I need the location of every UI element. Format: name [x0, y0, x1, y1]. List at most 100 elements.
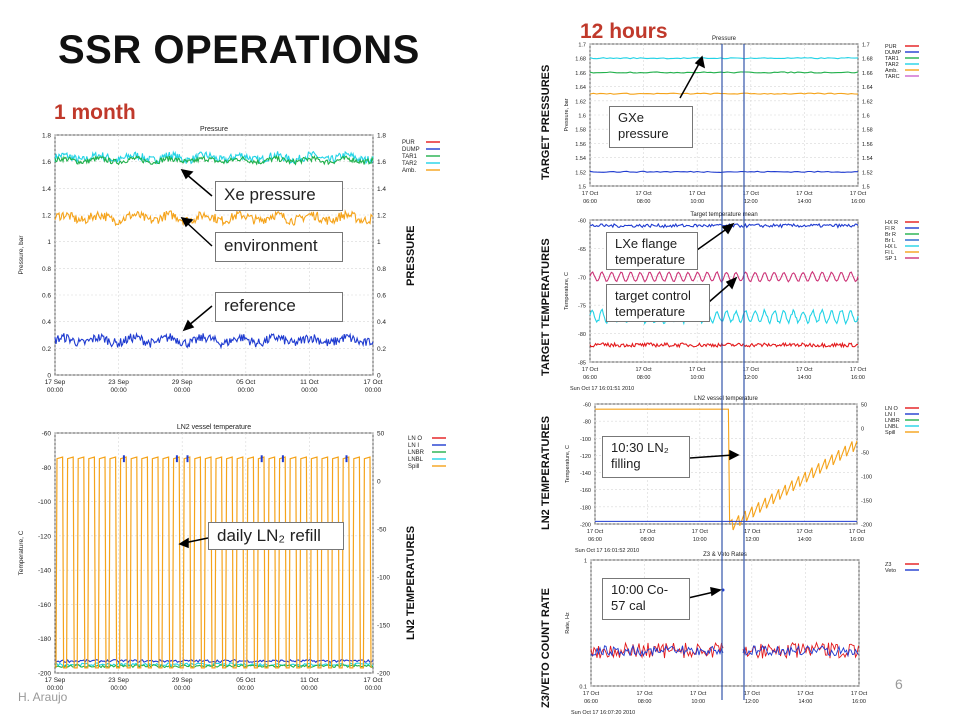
series-dump [54, 331, 374, 350]
x-tick-label: 12:00 [745, 699, 759, 705]
x-tick-label: 17 Oct [363, 379, 382, 386]
y-tick-label: 0.1 [579, 685, 587, 691]
y-tick-label: 1.66 [575, 71, 586, 77]
reference-callout: reference [215, 292, 343, 322]
y-tick-label: -180 [38, 636, 51, 643]
environment-callout: environment [215, 232, 343, 262]
x-tick-label: 14:00 [798, 199, 812, 205]
x-tick-label: 17 Oct [583, 691, 600, 697]
y2-tick-label: -200 [377, 671, 390, 678]
z3-veto-count-rate-label: Z3/VETO COUNT RATE [540, 588, 552, 708]
x-tick-label: 16:00 [851, 199, 865, 205]
series-tar2 [589, 57, 859, 60]
legend-label: TARC [885, 74, 900, 80]
x-tick-label: 11 Oct [300, 379, 319, 386]
y-tick-label: 1.54 [575, 156, 586, 162]
x-tick-label: 06:00 [584, 699, 598, 705]
page-number: 6 [895, 676, 903, 692]
legend-label: DUMP [402, 147, 420, 153]
y-tick-label: 1.64 [575, 85, 586, 91]
series-hx-r [589, 341, 859, 349]
x-tick-label: 17 Oct [849, 529, 866, 535]
x-tick-label: 10:00 [690, 375, 704, 381]
legend-label: PUR [402, 140, 415, 146]
x-tick-label: 23 Sep [108, 379, 129, 386]
timestamp-label: Sun Oct 17 16:07:20 2010 [571, 710, 635, 716]
ln2-filling-callout: 10:30 LN₂ filling [602, 436, 690, 478]
legend-label: Z3 [885, 562, 891, 568]
y-tick-label: 1.6 [578, 114, 586, 120]
x-tick-label: 17 Oct [851, 691, 868, 697]
x-tick-label: 10:00 [690, 199, 704, 205]
y2-tick-label: -150 [377, 623, 390, 630]
y2-tick-label: 1.6 [862, 114, 870, 120]
x-tick-label: 08:00 [638, 699, 652, 705]
y-tick-label: 0.6 [42, 293, 51, 300]
x-tick-label: 17 Oct [582, 367, 599, 373]
x-tick-label: 06:00 [583, 375, 597, 381]
y-axis-label: Pressure, bar [564, 98, 570, 131]
x-tick-label: 16:00 [851, 375, 865, 381]
y2-tick-label: 1.5 [862, 185, 870, 191]
author-label: H. Araujo [18, 690, 68, 704]
x-tick-label: 16:00 [852, 699, 866, 705]
x-tick-label: 17 Oct [689, 191, 706, 197]
x-tick-label: 17 Oct [744, 529, 761, 535]
x-tick-label: 06:00 [588, 537, 602, 543]
legend-label: LN I [408, 443, 419, 449]
twelve-hours-label: 12 hours [580, 20, 668, 43]
x-tick-label: 17 Oct [689, 367, 706, 373]
chart-title: Target temperature mean [690, 212, 757, 218]
y2-tick-label: 50 [377, 431, 385, 438]
x-tick-label: 23 Sep [108, 677, 129, 684]
x-tick-label: 08:00 [637, 199, 651, 205]
y-tick-label: -80 [583, 420, 591, 426]
x-tick-label: 10:00 [693, 537, 707, 543]
target-control-callout: target control temperature [606, 284, 710, 322]
x-tick-label: 17 Oct [363, 677, 382, 684]
y-tick-label: 0.2 [42, 346, 51, 353]
legend-label: Amb. [885, 68, 898, 74]
one-month-label: 1 month [54, 101, 136, 124]
y-tick-label: 1.52 [575, 170, 586, 176]
y-tick-label: -65 [578, 247, 586, 253]
x-tick-label: 12:00 [744, 375, 758, 381]
legend-label: Br R [885, 232, 896, 238]
x-tick-label: 17 Oct [743, 367, 760, 373]
legend-label: Veto [885, 568, 896, 574]
x-tick-label: 17 Oct [797, 691, 814, 697]
y-tick-label: 1.4 [42, 186, 51, 193]
chart-title: LN2 vessel temperature [177, 424, 251, 431]
series-tar1 [54, 154, 374, 166]
y2-tick-label: -50 [861, 451, 869, 457]
legend-label: TAR1 [885, 56, 899, 62]
x-tick-label: 00:00 [301, 387, 318, 394]
y-axis-label: Temperature, C [564, 272, 570, 310]
legend-label: Fl R [885, 226, 895, 232]
x-tick-label: 05 Oct [236, 677, 255, 684]
y2-tick-label: 0 [377, 373, 381, 380]
target-temperatures-label: TARGET TEMPERATURES [540, 238, 552, 376]
y-tick-label: -60 [42, 431, 52, 438]
daily-refill-callout: daily LN₂ refill [208, 522, 344, 550]
x-tick-label: 17 Oct [796, 191, 813, 197]
y2-tick-label: 1.7 [862, 43, 870, 49]
ln2-month-chart: LN2 vessel temperature -200 -180 -160 -140 -1… [18, 424, 446, 692]
z3-veto-12h-chart: Z3 & Veto Rates 0.1 1 17 Oct 06:00 17 Oct 08:0… [565, 552, 919, 716]
co57-cal-callout: 10:00 Co-57 cal [602, 578, 690, 620]
y-tick-label: 0.8 [42, 266, 51, 273]
x-tick-label: 17 Oct [692, 529, 709, 535]
x-tick-label: 14:00 [798, 375, 812, 381]
y2-tick-label: 1.2 [377, 213, 386, 220]
x-tick-label: 17 Oct [850, 367, 867, 373]
y2-tick-label: 1.8 [377, 133, 386, 140]
y2-tick-label: 1.58 [862, 128, 873, 134]
x-tick-label: 00:00 [110, 387, 127, 394]
series-veto [742, 644, 859, 658]
x-tick-label: 11 Oct [300, 677, 319, 684]
legend-label: LN O [408, 436, 422, 442]
ln2-temperatures-right-label: LN2 TEMPERATURES [540, 415, 552, 530]
y-tick-label: -160 [38, 602, 51, 609]
x-tick-label: 00:00 [301, 685, 318, 692]
series-veto [590, 644, 724, 657]
